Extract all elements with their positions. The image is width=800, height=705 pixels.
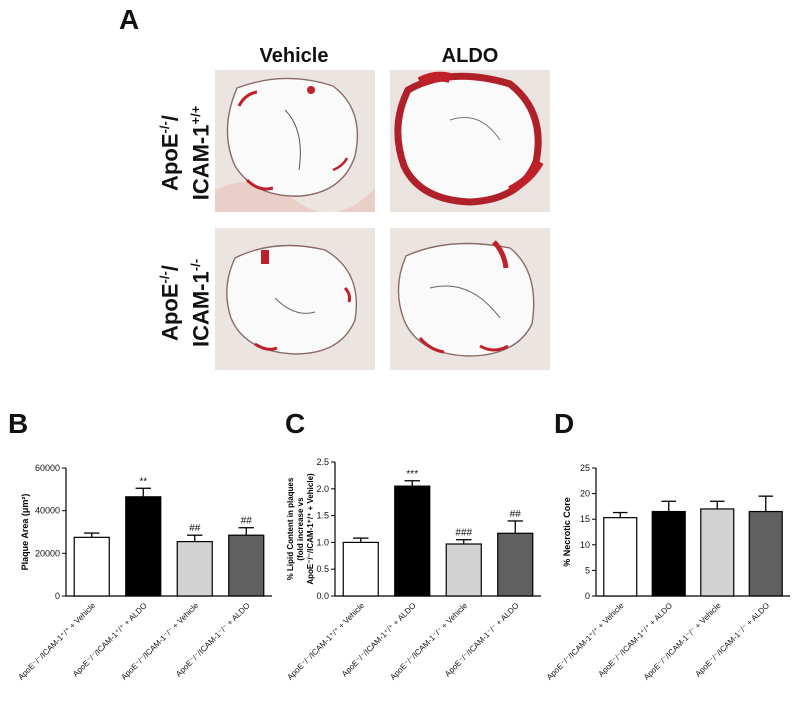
- chart-b-tick-label: 40000: [35, 506, 60, 516]
- chart-b-bar: [73, 536, 110, 597]
- chart-b-bar: [228, 534, 265, 597]
- chart-b-tick-label: 60000: [35, 463, 60, 473]
- chart-c-significance-label: ###: [455, 528, 472, 539]
- chart-b-bar: [176, 540, 213, 597]
- wt-aldo-micrograph: [390, 70, 550, 212]
- panel-d-letter: D: [554, 408, 575, 439]
- column-header-aldo: ALDO: [441, 45, 499, 67]
- chart-d-tick-label: 15: [580, 514, 590, 524]
- chart-d-category-label: ApoE⁻/⁻/ICAM-1⁻/⁻ + Vehicle: [642, 601, 723, 682]
- chart-c-bar: [497, 532, 534, 597]
- chart-c-significance-label: ***: [406, 469, 418, 480]
- chart-d-bar: [748, 510, 783, 597]
- chart-d-tick-label: 20: [580, 489, 590, 499]
- chart-d-tick-label: 0: [585, 591, 590, 601]
- chart-d-y-label: % Necrotic Core: [562, 497, 572, 567]
- wt-vehicle-micrograph: [215, 70, 375, 212]
- chart-b-tick-label: 0: [55, 591, 60, 601]
- chart-c-tick-label: 2.5: [316, 457, 329, 467]
- chart-c-tick-label: 1.5: [316, 511, 329, 521]
- chart-c-bar: [445, 543, 482, 597]
- chart-c-tick-label: 0.5: [316, 564, 329, 574]
- chart-b-significance-label: **: [139, 476, 147, 487]
- chart-d-tick-label: 25: [580, 463, 590, 473]
- chart-c-y-label-line3: ApoE⁻/⁻/ICAM-1⁺/⁺ + Vehicle): [306, 473, 315, 585]
- chart-c-bar: [342, 541, 379, 597]
- ko-vehicle-micrograph: [215, 228, 375, 370]
- chart-d-category-label: ApoE⁻/⁻/ICAM-1⁺/⁺ + Vehicle: [545, 601, 626, 682]
- ko-aldo-micrograph: [390, 228, 550, 370]
- chart-b-tick-label: 20000: [35, 548, 60, 558]
- chart-b-significance-label: ##: [241, 516, 253, 527]
- chart-c-tick-label: 2.0: [316, 484, 329, 494]
- chart-c-y-label-line2: (fold increase vs: [296, 497, 305, 561]
- panel-c-letter: C: [285, 408, 306, 439]
- chart-c-bar: [394, 485, 431, 597]
- chart-d-bar: [700, 508, 735, 597]
- chart-b-bar: [125, 496, 162, 597]
- chart-c-significance-label: ##: [510, 509, 522, 520]
- chart-d-bar: [651, 510, 686, 597]
- panel-a-letter: A: [119, 4, 140, 35]
- panel-b-letter: B: [8, 408, 29, 439]
- chart-c-y-label: % Lipid Content in plaques: [286, 477, 295, 580]
- chart-b-significance-label: ##: [189, 523, 201, 534]
- chart-c-tick-label: 1.0: [316, 537, 329, 547]
- chart-d-tick-label: 5: [585, 565, 590, 575]
- chart-c-tick-label: 0.0: [316, 591, 329, 601]
- column-header-vehicle: Vehicle: [259, 45, 329, 67]
- chart-d-bar: [603, 517, 638, 597]
- chart-b-y-label: Plaque Area (μm²): [20, 494, 30, 571]
- chart-d-tick-label: 10: [580, 540, 590, 550]
